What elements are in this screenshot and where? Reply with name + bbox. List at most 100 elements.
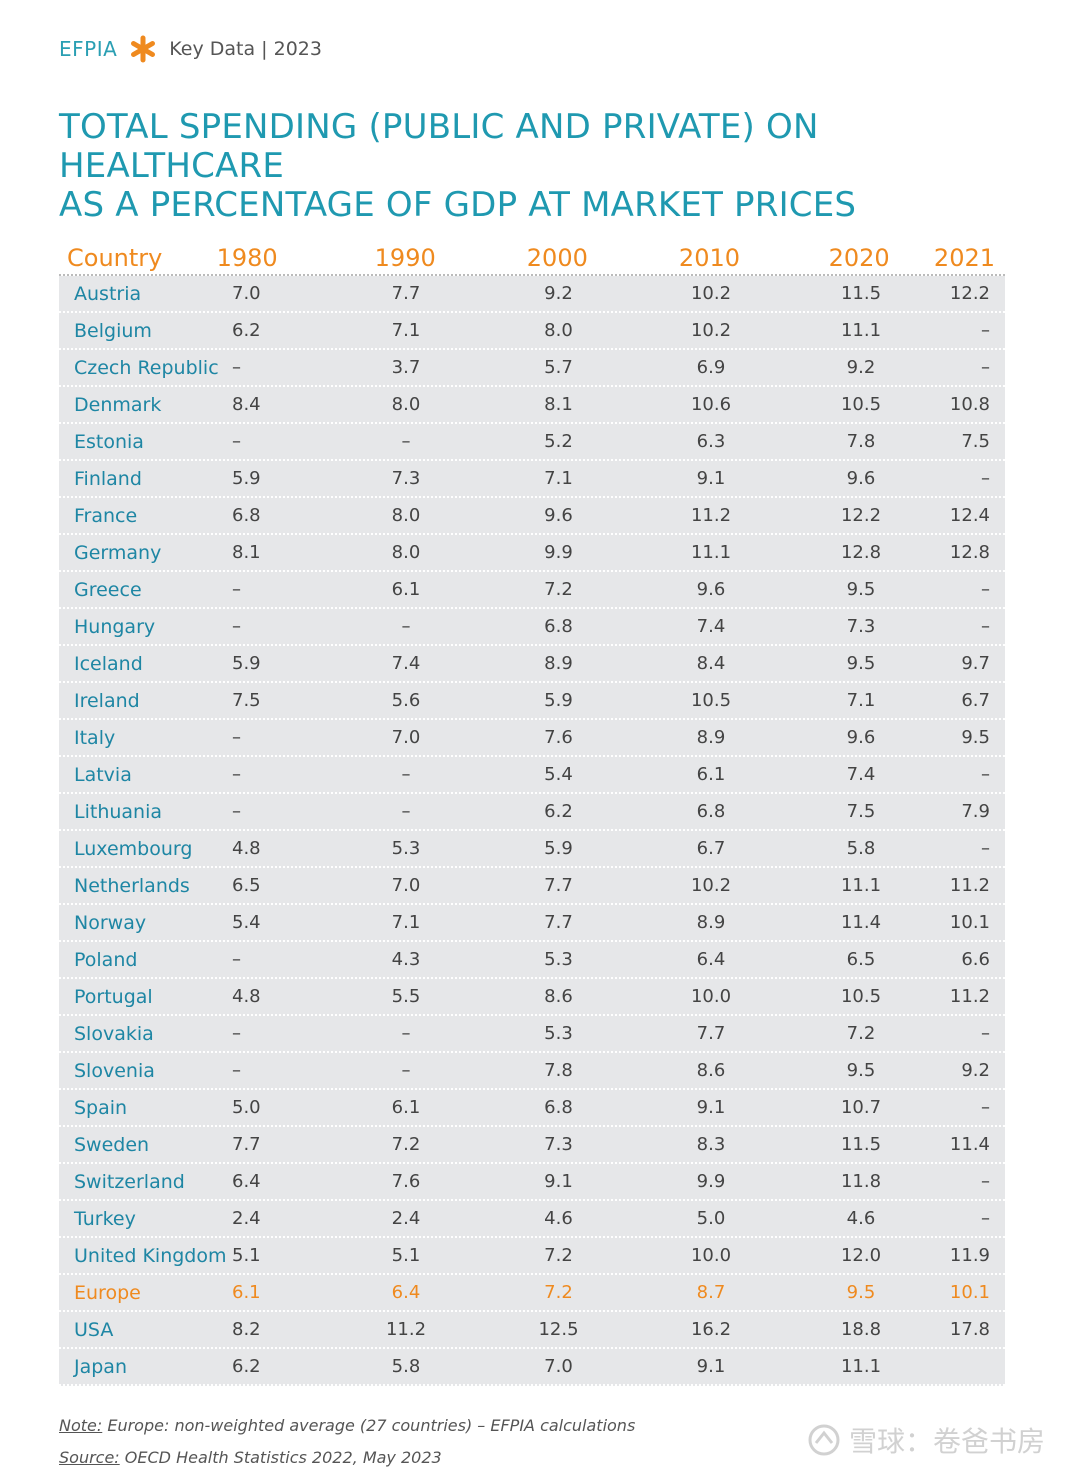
value-cell-2020: 11.4 bbox=[840, 912, 882, 933]
watermark: 雪球：卷爸书房 bbox=[807, 1420, 1045, 1460]
value-cell-2010: 8.4 bbox=[696, 653, 726, 674]
value-cell-1980: 5.1 bbox=[232, 1245, 261, 1266]
country-cell: Iceland bbox=[74, 652, 143, 675]
value-cell-2021: 10.1 bbox=[949, 912, 990, 933]
value-cell-1980: 6.5 bbox=[232, 875, 261, 896]
table-row: Austria 7.0 7.7 9.2 10.2 11.5 12.2 bbox=[59, 276, 1005, 313]
value-cell-1990: 5.8 bbox=[391, 1356, 421, 1377]
value-cell-2000: 5.9 bbox=[544, 838, 573, 859]
value-cell-2020: 11.1 bbox=[840, 1356, 882, 1377]
value-cell-2020: 9.6 bbox=[846, 468, 876, 489]
country-cell: USA bbox=[74, 1318, 114, 1341]
note-label: Note: bbox=[59, 1416, 103, 1435]
value-cell-1980: – bbox=[232, 1023, 241, 1044]
key-data-label: Key Data | 2023 bbox=[169, 38, 322, 60]
value-cell-1990: 7.6 bbox=[391, 1171, 421, 1192]
value-cell-2021: 7.9 bbox=[961, 801, 990, 822]
country-cell: Norway bbox=[74, 911, 147, 934]
table-row: Netherlands 6.5 7.0 7.7 10.2 11.1 11.2 bbox=[59, 868, 1005, 905]
footnotes: Note: Europe: non-weighted average (27 c… bbox=[59, 1410, 635, 1474]
value-cell-2021: – bbox=[981, 357, 990, 378]
value-cell-2010: 10.5 bbox=[690, 690, 732, 711]
country-cell: Switzerland bbox=[74, 1170, 185, 1193]
country-cell: Ireland bbox=[74, 689, 140, 712]
value-cell-2021: – bbox=[981, 1171, 990, 1192]
country-cell: Europe bbox=[74, 1281, 141, 1304]
value-cell-2021: 12.2 bbox=[949, 283, 990, 304]
value-cell-2021: 11.2 bbox=[949, 986, 990, 1007]
table-row: Finland 5.9 7.3 7.1 9.1 9.6 – bbox=[59, 461, 1005, 498]
table-row: Iceland 5.9 7.4 8.9 8.4 9.5 9.7 bbox=[59, 646, 1005, 683]
value-cell-2000: 7.1 bbox=[544, 468, 573, 489]
value-cell-1980: 7.5 bbox=[232, 690, 261, 711]
value-cell-1980: – bbox=[232, 764, 241, 785]
value-cell-2000: 6.8 bbox=[544, 1097, 573, 1118]
source-line: Source: OECD Health Statistics 2022, May… bbox=[59, 1442, 635, 1474]
table-row: Europe 6.1 6.4 7.2 8.7 9.5 10.1 bbox=[59, 1275, 1005, 1312]
value-cell-2010: 6.4 bbox=[696, 949, 726, 970]
value-cell-1980: – bbox=[232, 1060, 241, 1081]
value-cell-1990: 3.7 bbox=[391, 357, 421, 378]
value-cell-2020: 12.2 bbox=[840, 505, 882, 526]
value-cell-2010: 6.3 bbox=[696, 431, 726, 452]
value-cell-2020: 6.5 bbox=[846, 949, 876, 970]
value-cell-1980: 6.2 bbox=[232, 1356, 261, 1377]
table-row: Germany 8.1 8.0 9.9 11.1 12.8 12.8 bbox=[59, 535, 1005, 572]
value-cell-2000: 6.8 bbox=[544, 616, 573, 637]
table-row: Czech Republic –3.7 5.7 6.9 9.2– bbox=[59, 350, 1005, 387]
value-cell-1980: 5.0 bbox=[232, 1097, 261, 1118]
country-cell: Lithuania bbox=[74, 800, 163, 823]
value-cell-2010: 8.6 bbox=[696, 1060, 726, 1081]
value-cell-1990: 5.3 bbox=[391, 838, 421, 859]
value-cell-2000: 4.6 bbox=[544, 1208, 573, 1229]
value-cell-2020: 11.5 bbox=[840, 283, 882, 304]
value-cell-2020: 18.8 bbox=[840, 1319, 882, 1340]
value-cell-2010: 10.0 bbox=[690, 986, 732, 1007]
value-cell-1980: – bbox=[232, 727, 241, 748]
table-row: Luxembourg 4.8 5.3 5.9 6.7 5.8 – bbox=[59, 831, 1005, 868]
value-cell-2020: 5.8 bbox=[846, 838, 876, 859]
value-cell-2010: 8.3 bbox=[696, 1134, 726, 1155]
value-cell-2010: 9.1 bbox=[696, 468, 726, 489]
value-cell-2010: 9.1 bbox=[696, 1097, 726, 1118]
value-cell-2010: 10.2 bbox=[690, 283, 732, 304]
value-cell-2021: – bbox=[981, 1208, 990, 1229]
value-cell-2020: 7.5 bbox=[846, 801, 876, 822]
value-cell-2020: 9.5 bbox=[846, 653, 876, 674]
value-cell-2021: 11.2 bbox=[949, 875, 990, 896]
value-cell-2000: 5.3 bbox=[544, 949, 573, 970]
value-cell-2021: – bbox=[981, 468, 990, 489]
table-header: Country 1980 1990 2000 2010 2020 2021 bbox=[59, 234, 1005, 276]
value-cell-2021: 9.7 bbox=[961, 653, 990, 674]
value-cell-2010: 6.9 bbox=[696, 357, 726, 378]
value-cell-2010: 8.9 bbox=[696, 912, 726, 933]
column-header-2000: 2000 bbox=[526, 244, 588, 272]
country-cell: Czech Republic bbox=[74, 356, 219, 379]
value-cell-2000: 7.2 bbox=[544, 579, 573, 600]
value-cell-2020: 7.2 bbox=[846, 1023, 876, 1044]
page-title: TOTAL SPENDING (PUBLIC AND PRIVATE) ON H… bbox=[59, 108, 1039, 225]
title-line-2: AS A PERCENTAGE OF GDP AT MARKET PRICES bbox=[59, 185, 857, 225]
table-row: Turkey 2.4 2.4 4.6 5.0 4.6 – bbox=[59, 1201, 1005, 1238]
value-cell-1990: 5.1 bbox=[391, 1245, 421, 1266]
watermark-text: 雪球：卷爸书房 bbox=[848, 1425, 1045, 1458]
value-cell-2020: 11.8 bbox=[840, 1171, 882, 1192]
asterisk-logo-icon bbox=[131, 35, 156, 63]
country-cell: Portugal bbox=[74, 985, 153, 1008]
value-cell-2020: 9.5 bbox=[846, 1282, 876, 1303]
snowball-logo-icon bbox=[808, 1424, 840, 1456]
country-cell: Japan bbox=[74, 1355, 127, 1378]
value-cell-1990: 6.4 bbox=[391, 1282, 421, 1303]
table-row: Portugal 4.8 5.5 8.6 10.0 10.5 11.2 bbox=[59, 979, 1005, 1016]
value-cell-1980: 6.4 bbox=[232, 1171, 261, 1192]
column-header-1990: 1990 bbox=[374, 244, 436, 272]
country-cell: France bbox=[74, 504, 138, 527]
value-cell-2010: 10.0 bbox=[690, 1245, 732, 1266]
value-cell-2000: 5.4 bbox=[544, 764, 573, 785]
table-row: Italy – 7.0 7.6 8.9 9.6 9.5 bbox=[59, 720, 1005, 757]
value-cell-2021: – bbox=[981, 764, 990, 785]
value-cell-1980: 5.9 bbox=[232, 468, 261, 489]
country-cell: Luxembourg bbox=[74, 837, 193, 860]
source-label: Source: bbox=[59, 1448, 120, 1467]
value-cell-2000: 7.3 bbox=[544, 1134, 573, 1155]
